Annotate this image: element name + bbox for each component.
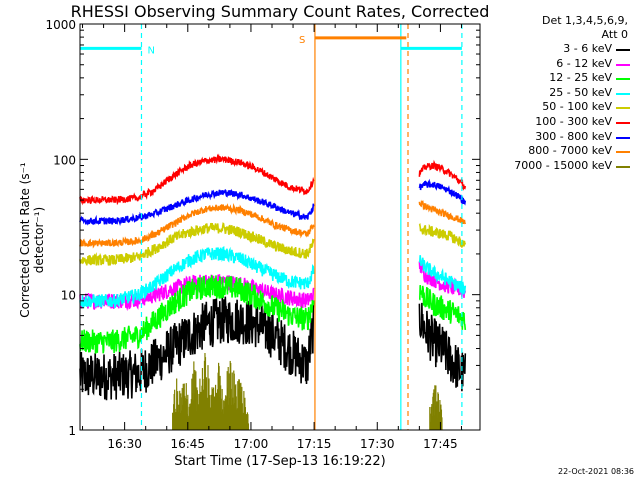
plot-area: NS [79,24,467,430]
legend-item: 3 - 6 keV [482,42,632,57]
legend-swatch [616,121,630,124]
legend-item: 300 - 800 keV [482,130,632,145]
series-25-50-kev [79,246,315,309]
flag-label: N [147,45,154,56]
legend-label: 100 - 300 keV [535,114,612,128]
x-axis-label: Start Time (17-Sep-13 16:19:22) [174,454,386,469]
series-50-100-kev [79,222,315,266]
legend-item: 25 - 50 keV [482,86,632,101]
series-300-800-kev-seg1 [418,178,467,206]
series-12-25-kev [79,275,315,354]
detector-info: Det 1,3,4,5,6,9, Att 0 [542,14,628,42]
y-tick-label: 1 [68,424,76,438]
series-300-800-kev [79,188,315,227]
legend-swatch [616,165,630,168]
legend-swatch [616,92,630,95]
detector-line: Det 1,3,4,5,6,9, [541,14,628,27]
y-tick-label: 1000 [45,18,76,32]
legend-swatch [616,151,630,154]
series-25-50-kev-seg1 [418,255,467,295]
legend-label: 3 - 6 keV [563,42,612,55]
legend-label: 800 - 7000 keV [528,144,612,158]
series-100-300-kev-seg1 [418,159,467,191]
flag-label: S [299,35,305,46]
legend-item: 7000 - 15000 keV [482,159,632,174]
series-12-25-kev-seg1 [419,285,467,330]
series-3-6-kev [79,296,315,401]
legend-swatch [616,63,630,66]
x-tick-label: 16:45 [170,437,205,451]
series-800-7000-kev-seg1 [418,199,467,225]
axes: 1 10 100 1000 16:30 16:45 17:00 17:15 17:30 17:45 [45,18,481,451]
legend-item: 100 - 300 keV [482,115,632,130]
legend-item: 800 - 7000 keV [482,144,632,159]
timestamp: 22-Oct-2021 08:36 [558,467,634,476]
plot-frame [79,23,481,431]
legend-label: 12 - 25 keV [549,71,612,85]
legend: 3 - 6 keV 6 - 12 keV 12 - 25 keV 25 - 50 ke… [482,42,632,173]
legend-label: 300 - 800 keV [535,129,612,143]
x-tick-label: 17:15 [297,437,332,451]
x-tick-label: 17:30 [360,437,395,451]
series-100-300-kev [79,153,315,206]
legend-item: 12 - 25 keV [482,71,632,86]
x-tick-label: 17:00 [234,437,269,451]
legend-item: 50 - 100 keV [482,100,632,115]
y-axis-label: Corrected Count Rate (s⁻¹ detector⁻¹) [18,162,46,318]
legend-swatch [616,49,630,51]
chart-title: RHESSI Observing Summary Count Rates, Co… [70,2,490,21]
series-6-12-kev-seg1 [418,260,467,298]
legend-label: 25 - 50 keV [549,85,612,99]
y-tick-label: 100 [53,153,76,167]
y-tick-label: 10 [61,289,76,303]
legend-label: 6 - 12 keV [556,56,612,70]
attenuator-line: Att 0 [601,28,628,41]
series-800-7000-kev [79,202,315,249]
legend-swatch [616,107,630,110]
legend-swatch [616,136,630,139]
x-tick-label: 16:30 [107,437,142,451]
legend-item: 6 - 12 keV [482,57,632,72]
series-50-100-kev-seg1 [418,222,467,248]
legend-label: 7000 - 15000 keV [514,158,612,172]
legend-swatch [616,78,630,81]
series-7000-15000-kev [172,353,443,430]
legend-label: 50 - 100 keV [542,100,612,114]
series-3-6-kev-seg1 [418,302,467,392]
x-tick-label: 17:45 [423,437,458,451]
